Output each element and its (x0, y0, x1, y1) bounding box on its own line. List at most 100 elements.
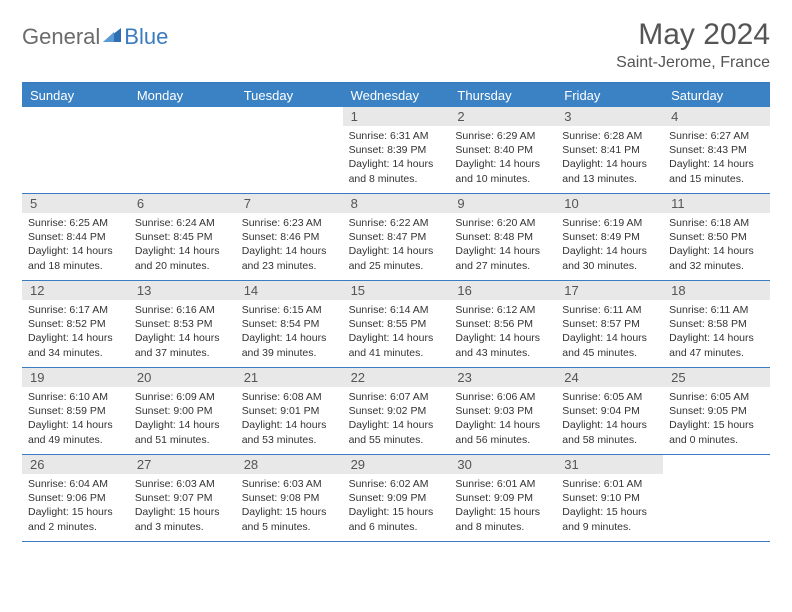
sunset-text: Sunset: 9:02 PM (349, 404, 444, 418)
day-details: Sunrise: 6:11 AMSunset: 8:57 PMDaylight:… (556, 300, 663, 366)
daylight-text: Daylight: 14 hours and 23 minutes. (242, 244, 337, 272)
sunrise-text: Sunrise: 6:01 AM (562, 477, 657, 491)
daylight-text: Daylight: 14 hours and 45 minutes. (562, 331, 657, 359)
day-number: 7 (236, 194, 343, 213)
day-number (129, 107, 236, 126)
sunrise-text: Sunrise: 6:01 AM (455, 477, 550, 491)
day-details: Sunrise: 6:18 AMSunset: 8:50 PMDaylight:… (663, 213, 770, 279)
day-number: 17 (556, 281, 663, 300)
day-cell: 5Sunrise: 6:25 AMSunset: 8:44 PMDaylight… (22, 194, 129, 280)
day-number: 30 (449, 455, 556, 474)
sunrise-text: Sunrise: 6:31 AM (349, 129, 444, 143)
sunset-text: Sunset: 9:04 PM (562, 404, 657, 418)
sunrise-text: Sunrise: 6:14 AM (349, 303, 444, 317)
sunset-text: Sunset: 8:55 PM (349, 317, 444, 331)
daylight-text: Daylight: 15 hours and 8 minutes. (455, 505, 550, 533)
day-header: Thursday (449, 84, 556, 107)
daylight-text: Daylight: 14 hours and 15 minutes. (669, 157, 764, 185)
daylight-text: Daylight: 14 hours and 25 minutes. (349, 244, 444, 272)
daylight-text: Daylight: 14 hours and 47 minutes. (669, 331, 764, 359)
week-row: 26Sunrise: 6:04 AMSunset: 9:06 PMDayligh… (22, 455, 770, 542)
day-cell: 8Sunrise: 6:22 AMSunset: 8:47 PMDaylight… (343, 194, 450, 280)
day-cell: 1Sunrise: 6:31 AMSunset: 8:39 PMDaylight… (343, 107, 450, 193)
day-details: Sunrise: 6:03 AMSunset: 9:08 PMDaylight:… (236, 474, 343, 540)
day-number: 28 (236, 455, 343, 474)
sunrise-text: Sunrise: 6:20 AM (455, 216, 550, 230)
sunset-text: Sunset: 8:45 PM (135, 230, 230, 244)
daylight-text: Daylight: 14 hours and 43 minutes. (455, 331, 550, 359)
day-details: Sunrise: 6:10 AMSunset: 8:59 PMDaylight:… (22, 387, 129, 453)
sunrise-text: Sunrise: 6:22 AM (349, 216, 444, 230)
day-details: Sunrise: 6:20 AMSunset: 8:48 PMDaylight:… (449, 213, 556, 279)
location-label: Saint-Jerome, France (616, 54, 770, 72)
sunrise-text: Sunrise: 6:16 AM (135, 303, 230, 317)
day-details: Sunrise: 6:01 AMSunset: 9:10 PMDaylight:… (556, 474, 663, 540)
sunset-text: Sunset: 9:05 PM (669, 404, 764, 418)
day-header: Friday (556, 84, 663, 107)
day-details: Sunrise: 6:09 AMSunset: 9:00 PMDaylight:… (129, 387, 236, 453)
sunrise-text: Sunrise: 6:27 AM (669, 129, 764, 143)
day-cell: 13Sunrise: 6:16 AMSunset: 8:53 PMDayligh… (129, 281, 236, 367)
weeks-container: 1Sunrise: 6:31 AMSunset: 8:39 PMDaylight… (22, 107, 770, 542)
day-number: 13 (129, 281, 236, 300)
day-details: Sunrise: 6:04 AMSunset: 9:06 PMDaylight:… (22, 474, 129, 540)
page-header: General Blue May 2024 Saint-Jerome, Fran… (22, 18, 770, 72)
sunrise-text: Sunrise: 6:05 AM (562, 390, 657, 404)
day-number: 12 (22, 281, 129, 300)
sunset-text: Sunset: 9:01 PM (242, 404, 337, 418)
day-cell: 29Sunrise: 6:02 AMSunset: 9:09 PMDayligh… (343, 455, 450, 541)
sunrise-text: Sunrise: 6:12 AM (455, 303, 550, 317)
sunset-text: Sunset: 9:09 PM (349, 491, 444, 505)
month-title: May 2024 (616, 18, 770, 52)
day-cell: 28Sunrise: 6:03 AMSunset: 9:08 PMDayligh… (236, 455, 343, 541)
day-cell: 7Sunrise: 6:23 AMSunset: 8:46 PMDaylight… (236, 194, 343, 280)
day-details: Sunrise: 6:02 AMSunset: 9:09 PMDaylight:… (343, 474, 450, 540)
sunrise-text: Sunrise: 6:05 AM (669, 390, 764, 404)
day-cell: 20Sunrise: 6:09 AMSunset: 9:00 PMDayligh… (129, 368, 236, 454)
daylight-text: Daylight: 15 hours and 5 minutes. (242, 505, 337, 533)
day-number: 21 (236, 368, 343, 387)
day-details: Sunrise: 6:25 AMSunset: 8:44 PMDaylight:… (22, 213, 129, 279)
day-number: 31 (556, 455, 663, 474)
calendar: SundayMondayTuesdayWednesdayThursdayFrid… (22, 82, 770, 542)
day-cell: 11Sunrise: 6:18 AMSunset: 8:50 PMDayligh… (663, 194, 770, 280)
sunset-text: Sunset: 8:44 PM (28, 230, 123, 244)
day-cell: 19Sunrise: 6:10 AMSunset: 8:59 PMDayligh… (22, 368, 129, 454)
day-cell: 18Sunrise: 6:11 AMSunset: 8:58 PMDayligh… (663, 281, 770, 367)
daylight-text: Daylight: 14 hours and 13 minutes. (562, 157, 657, 185)
sunrise-text: Sunrise: 6:07 AM (349, 390, 444, 404)
day-number: 18 (663, 281, 770, 300)
day-details: Sunrise: 6:11 AMSunset: 8:58 PMDaylight:… (663, 300, 770, 366)
day-details: Sunrise: 6:07 AMSunset: 9:02 PMDaylight:… (343, 387, 450, 453)
sunset-text: Sunset: 8:56 PM (455, 317, 550, 331)
daylight-text: Daylight: 14 hours and 34 minutes. (28, 331, 123, 359)
day-details: Sunrise: 6:27 AMSunset: 8:43 PMDaylight:… (663, 126, 770, 192)
day-cell: 6Sunrise: 6:24 AMSunset: 8:45 PMDaylight… (129, 194, 236, 280)
day-number (236, 107, 343, 126)
day-details: Sunrise: 6:24 AMSunset: 8:45 PMDaylight:… (129, 213, 236, 279)
sunset-text: Sunset: 8:40 PM (455, 143, 550, 157)
sunrise-text: Sunrise: 6:28 AM (562, 129, 657, 143)
day-details: Sunrise: 6:01 AMSunset: 9:09 PMDaylight:… (449, 474, 556, 540)
daylight-text: Daylight: 15 hours and 2 minutes. (28, 505, 123, 533)
day-details: Sunrise: 6:19 AMSunset: 8:49 PMDaylight:… (556, 213, 663, 279)
week-row: 19Sunrise: 6:10 AMSunset: 8:59 PMDayligh… (22, 368, 770, 455)
day-details: Sunrise: 6:08 AMSunset: 9:01 PMDaylight:… (236, 387, 343, 453)
day-number: 16 (449, 281, 556, 300)
daylight-text: Daylight: 14 hours and 30 minutes. (562, 244, 657, 272)
sunset-text: Sunset: 8:58 PM (669, 317, 764, 331)
day-header: Sunday (22, 84, 129, 107)
daylight-text: Daylight: 15 hours and 9 minutes. (562, 505, 657, 533)
day-number: 29 (343, 455, 450, 474)
day-number: 25 (663, 368, 770, 387)
sunset-text: Sunset: 9:07 PM (135, 491, 230, 505)
day-number: 10 (556, 194, 663, 213)
day-details: Sunrise: 6:23 AMSunset: 8:46 PMDaylight:… (236, 213, 343, 279)
brand-text-1: General (22, 24, 100, 50)
day-cell: 3Sunrise: 6:28 AMSunset: 8:41 PMDaylight… (556, 107, 663, 193)
day-cell: 22Sunrise: 6:07 AMSunset: 9:02 PMDayligh… (343, 368, 450, 454)
day-cell: 21Sunrise: 6:08 AMSunset: 9:01 PMDayligh… (236, 368, 343, 454)
day-number: 14 (236, 281, 343, 300)
sunrise-text: Sunrise: 6:25 AM (28, 216, 123, 230)
sunset-text: Sunset: 8:52 PM (28, 317, 123, 331)
